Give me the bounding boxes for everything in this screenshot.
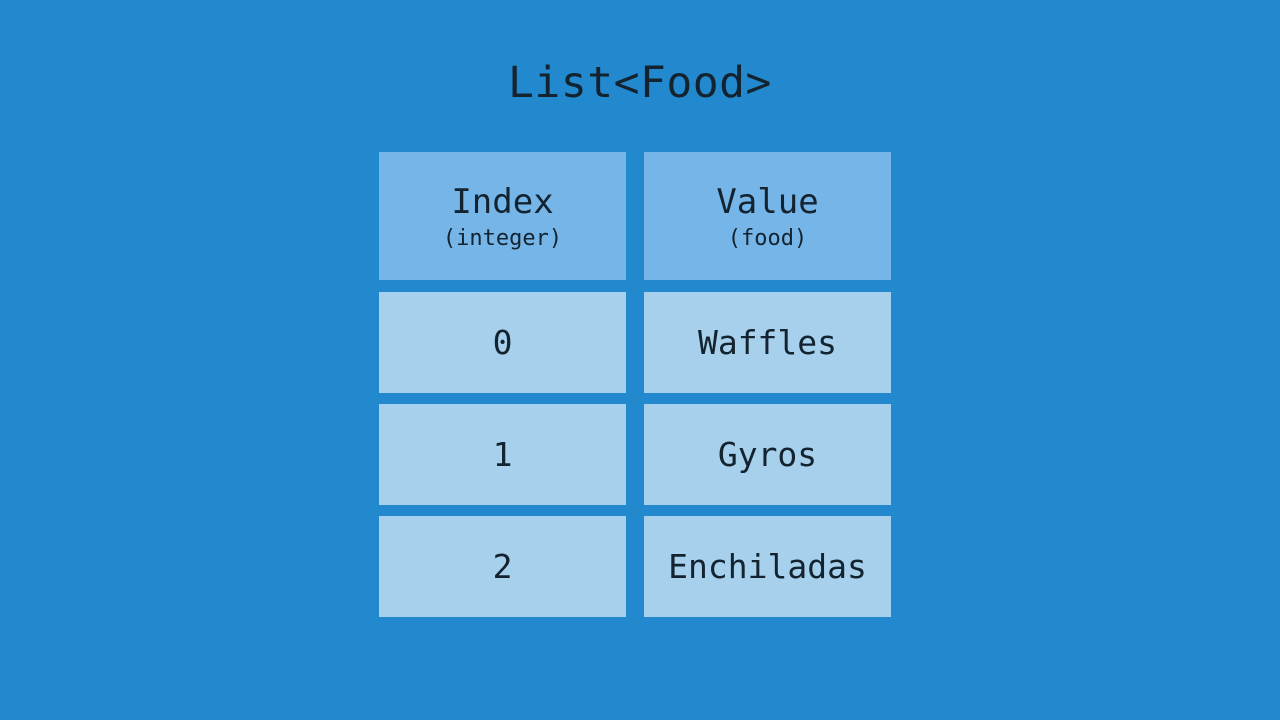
cell-value-0-text: Waffles [697, 322, 838, 362]
page-title: List<Food> [508, 58, 772, 108]
cell-index-2: 2 [379, 516, 626, 617]
column-header-value-title: Value [716, 182, 819, 222]
column-header-index: Index (integer) [379, 152, 626, 280]
table-header-row: Index (integer) Value (food) [379, 152, 891, 280]
table-row: 1 Gyros [379, 404, 891, 505]
cell-index-0: 0 [379, 292, 626, 393]
list-table: Index (integer) Value (food) 0 Waffles 1 [379, 152, 891, 617]
cell-value-2: Enchiladas [644, 516, 891, 617]
table-row: 0 Waffles [379, 292, 891, 393]
column-header-index-title: Index [451, 182, 554, 222]
cell-index-2-text: 2 [492, 546, 513, 586]
column-header-index-subtitle: (integer) [442, 226, 563, 251]
cell-value-1-text: Gyros [717, 434, 818, 474]
cell-value-2-text: Enchiladas [668, 546, 867, 586]
column-header-value: Value (food) [644, 152, 891, 280]
cell-index-0-text: 0 [492, 322, 513, 362]
column-header-value-subtitle: (food) [727, 226, 808, 251]
cell-value-0: Waffles [644, 292, 891, 393]
cell-value-1: Gyros [644, 404, 891, 505]
cell-index-1: 1 [379, 404, 626, 505]
cell-index-1-text: 1 [492, 434, 513, 474]
table-row: 2 Enchiladas [379, 516, 891, 617]
